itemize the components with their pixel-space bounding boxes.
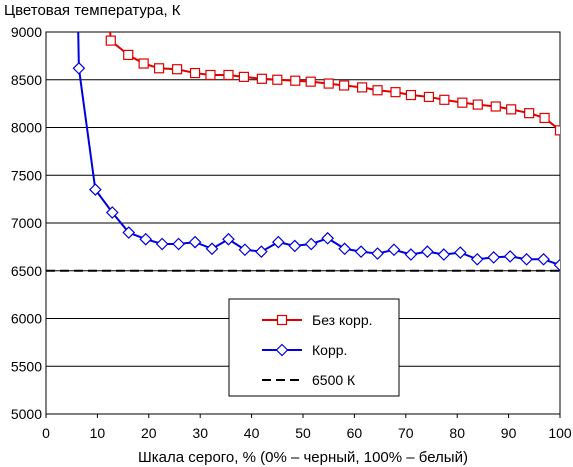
data-point [472, 99, 483, 110]
x-tick-label: 80 [449, 425, 465, 441]
legend-box [228, 298, 400, 397]
x-axis-ticks: 0 10 20 30 40 50 60 70 80 90 100 [42, 414, 572, 441]
x-tick-label: 100 [548, 425, 572, 441]
data-point [470, 252, 484, 266]
data-point [139, 232, 153, 246]
data-point [271, 235, 285, 249]
data-point [487, 251, 501, 264]
legend-label: 6500 К [312, 372, 356, 388]
data-point [188, 235, 202, 249]
legend-item-0: Без корр. [262, 312, 373, 328]
x-tick-label: 60 [347, 425, 363, 441]
legend-marker [276, 314, 288, 326]
data-point [537, 252, 550, 266]
data-point [338, 242, 351, 256]
data-point [490, 101, 501, 112]
data-point [553, 258, 560, 272]
data-point [506, 104, 517, 115]
series-1 [72, 32, 560, 272]
data-point [123, 49, 134, 61]
x-axis-title: Шкала серого, % (0% – черный, 100% – бел… [138, 449, 468, 466]
y-tick-label: 5000 [11, 406, 42, 422]
data-point [222, 232, 235, 246]
x-tick-label: 70 [398, 425, 414, 441]
x-tick-label: 40 [244, 425, 260, 441]
legend-label: Без корр. [312, 312, 373, 328]
data-point [205, 69, 216, 81]
data-point [88, 183, 102, 196]
legend-label: Корр. [312, 342, 347, 358]
data-point [339, 80, 350, 91]
data-point [171, 64, 183, 75]
data-point [321, 231, 335, 245]
data-point [238, 71, 249, 82]
data-point [304, 237, 318, 251]
data-point [371, 247, 384, 260]
data-point [539, 112, 550, 124]
data-point [437, 248, 451, 261]
data-point [453, 246, 467, 259]
data-point [554, 125, 560, 136]
data-point [439, 94, 450, 105]
series-layer [46, 32, 560, 272]
x-tick-label: 20 [141, 425, 157, 441]
data-point [390, 87, 401, 98]
data-point [323, 78, 334, 89]
data-point [457, 97, 468, 108]
data-point [72, 61, 86, 75]
y-tick-label: 8500 [11, 72, 42, 88]
data-point [205, 242, 219, 256]
y-tick-label: 6000 [11, 311, 42, 327]
y-tick-label: 8000 [11, 120, 42, 136]
data-point [272, 74, 283, 85]
data-point [520, 252, 533, 266]
data-point [387, 243, 401, 257]
data-point [357, 82, 368, 93]
y-axis-ticks: 5000 5500 6000 6500 7000 7500 8000 8500 9000 [11, 24, 42, 422]
legend-item-2: 6500 К [262, 372, 356, 388]
y-tick-label: 9000 [11, 24, 42, 40]
data-point [238, 243, 252, 257]
y-tick-label: 5500 [11, 358, 42, 374]
data-point [122, 226, 136, 239]
legend-marker [275, 343, 289, 357]
data-point [189, 67, 201, 79]
data-point [404, 248, 418, 261]
data-point [105, 206, 119, 219]
y-axis-title: Цветовая температура, К [4, 2, 181, 19]
data-point [421, 245, 434, 258]
data-point [503, 250, 517, 263]
x-tick-label: 0 [42, 425, 50, 441]
x-tick-label: 30 [192, 425, 208, 441]
data-point [172, 237, 185, 251]
y-tick-label: 7000 [11, 215, 42, 231]
x-tick-label: 10 [90, 425, 106, 441]
data-point [524, 108, 535, 119]
data-point [105, 35, 116, 46]
data-point [372, 85, 383, 96]
y-tick-label: 7500 [11, 167, 42, 183]
data-point [255, 245, 268, 258]
data-point [354, 245, 368, 258]
x-tick-label: 90 [501, 425, 517, 441]
data-point [155, 237, 169, 251]
series-0 [105, 32, 560, 136]
y-tick-label: 6500 [11, 263, 42, 279]
data-point [256, 73, 267, 84]
legend: Без корр. Корр. 6500 К [228, 298, 400, 397]
legend-item-1: Корр. [262, 342, 347, 358]
grid-lines [46, 79, 560, 367]
data-point [138, 58, 149, 69]
x-tick-label: 50 [295, 425, 311, 441]
data-point [223, 69, 234, 81]
data-point [288, 239, 302, 253]
data-point [305, 76, 316, 87]
data-point [423, 91, 435, 103]
data-point [290, 75, 301, 86]
data-point [153, 63, 165, 74]
data-point [405, 89, 417, 101]
